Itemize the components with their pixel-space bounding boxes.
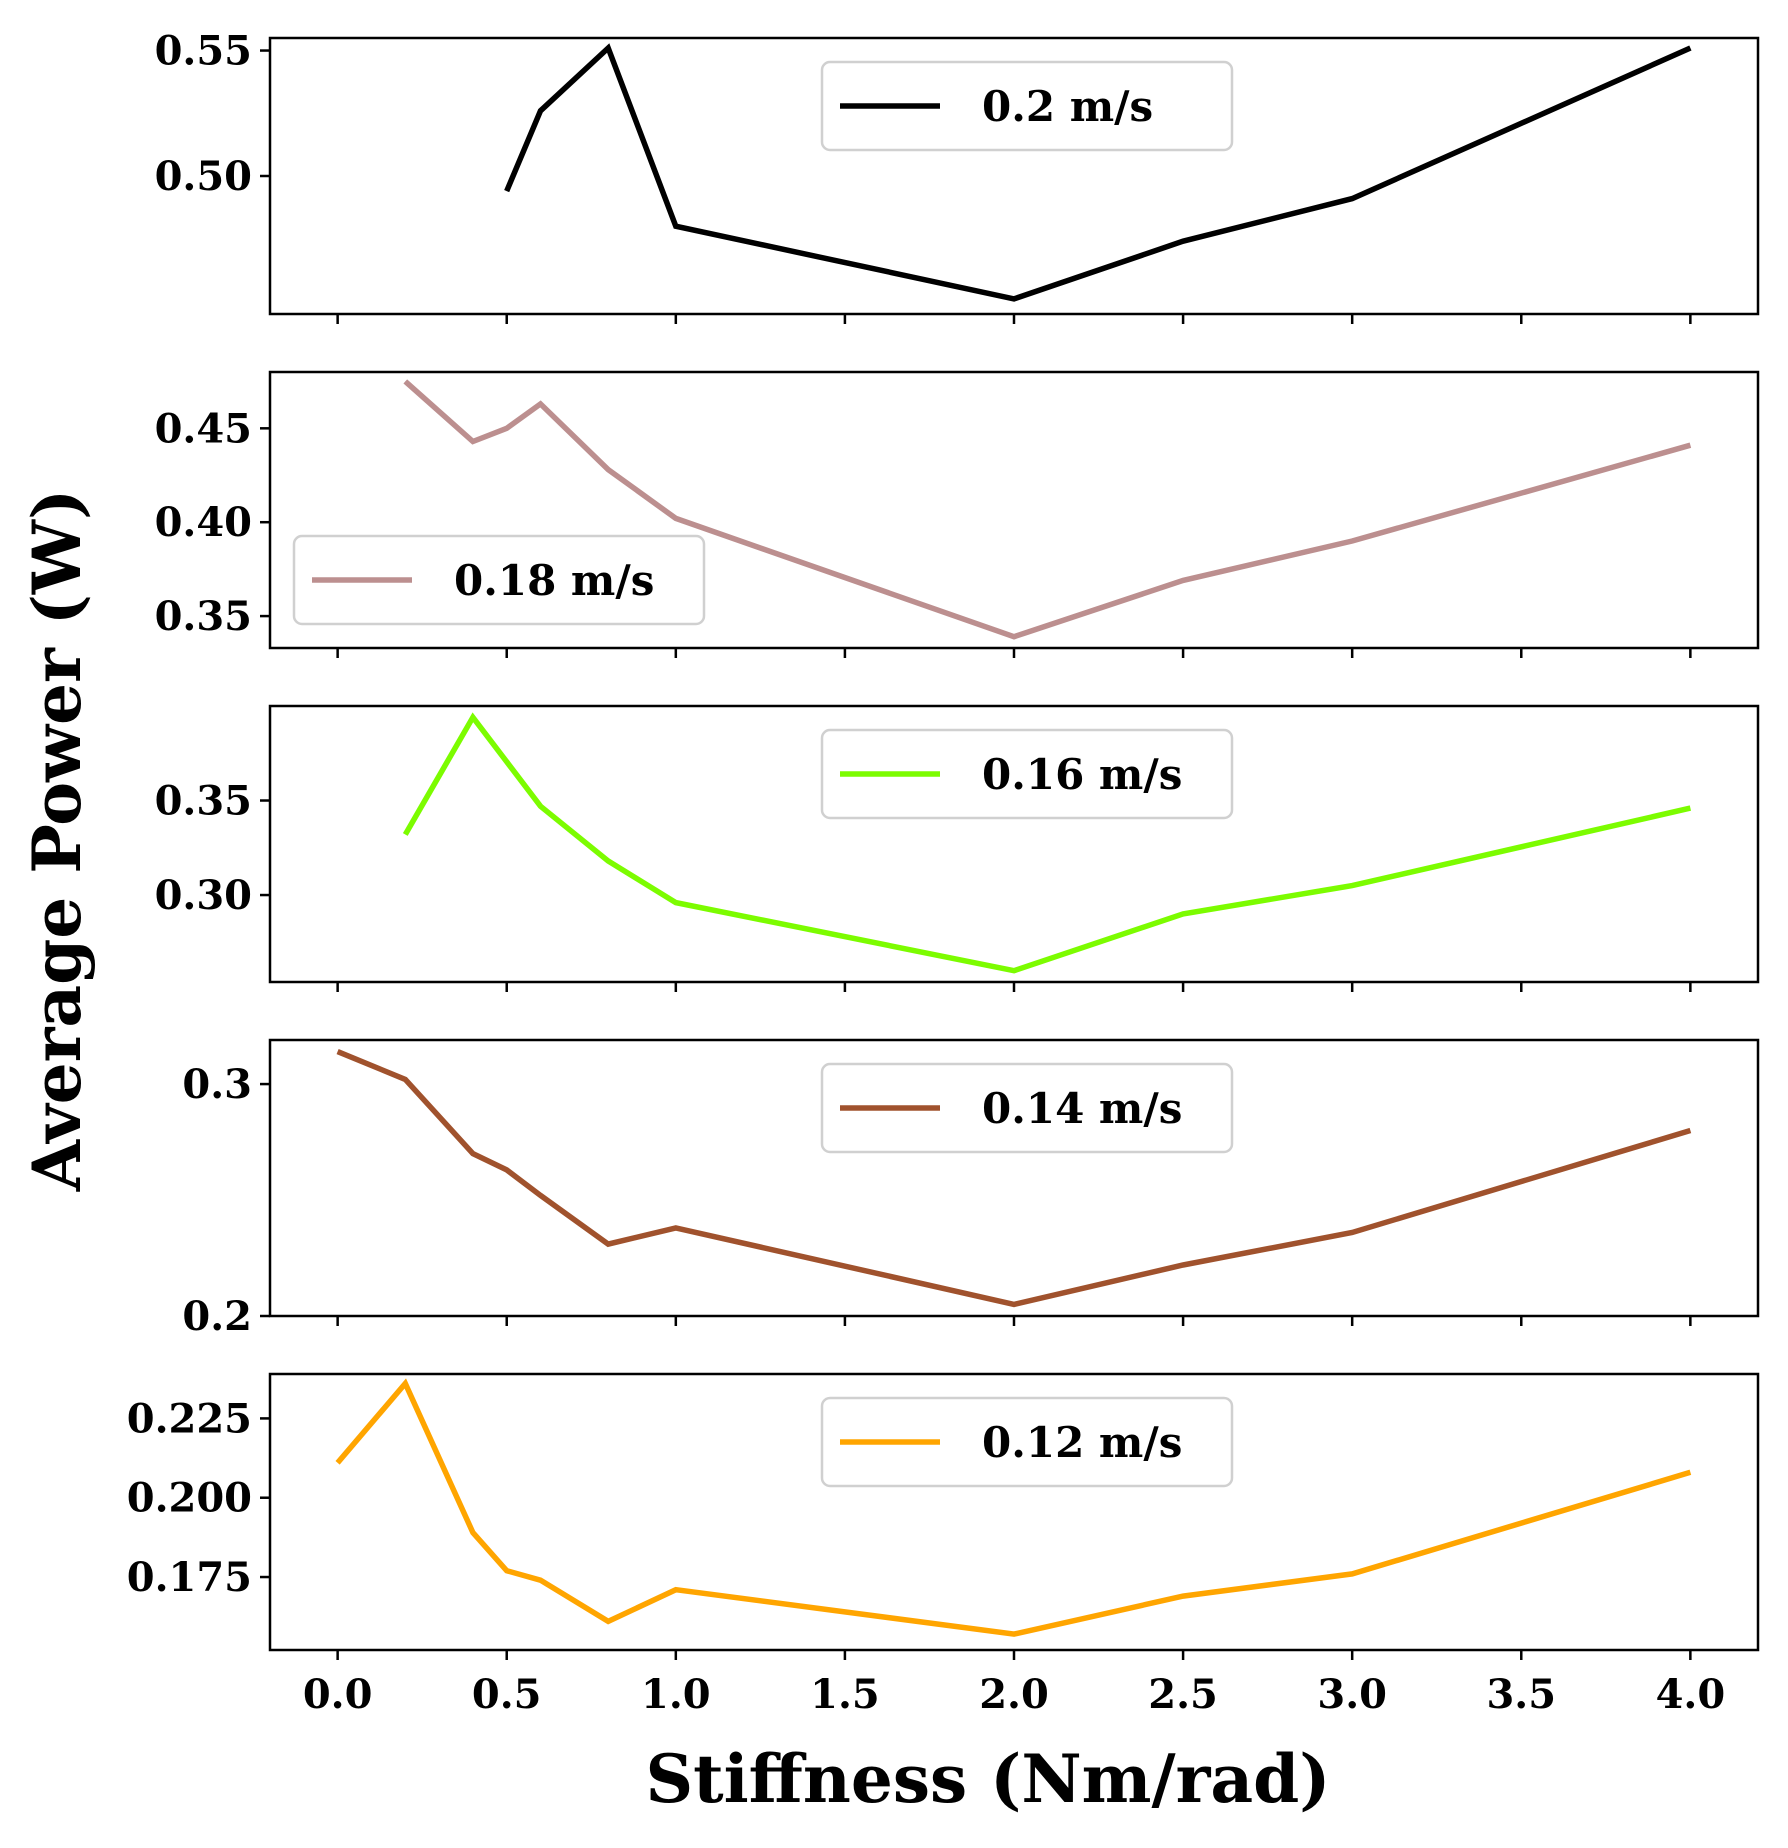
panel-1: 0.50 0.55 0.2 m/s [155,28,1760,324]
y-tick-label: 0.175 [127,1554,252,1601]
x-tick-label: 2.0 [979,1671,1049,1718]
y-tick-label: 0.30 [155,872,252,919]
y-tick-label: 0.2 [182,1293,252,1340]
legend-box [820,1062,1234,1154]
legend-label: 0.2 m/s [982,82,1153,131]
legend-box [820,60,1234,152]
legend: 0.18 m/s [292,534,706,626]
x-tick-label: 3.0 [1317,1671,1387,1718]
x-tick-label: 1.5 [810,1671,880,1718]
y-tick-label: 0.35 [155,593,252,640]
panel-4: 0.2 0.3 0.14 m/s [182,1038,1760,1340]
x-tick-label: 1.0 [641,1671,711,1718]
legend-label: 0.18 m/s [454,556,654,605]
y-tick-label: 0.45 [155,405,252,452]
panel-5: 0.175 0.200 0.225 0.0 0.5 1.0 1.5 2.0 2.5 3.0 3.5 4… [127,1372,1760,1718]
legend: 0.14 m/s [820,1062,1234,1154]
y-tick-label: 0.55 [155,28,252,75]
legend: 0.16 m/s [820,728,1234,820]
series-line [504,43,1692,302]
x-tick-label: 3.5 [1486,1671,1556,1718]
y-tick-label: 0.50 [155,153,252,200]
legend: 0.2 m/s [820,60,1234,152]
legend-label: 0.16 m/s [982,750,1182,799]
y-tick-label: 0.35 [155,778,252,825]
legend-label: 0.14 m/s [982,1084,1182,1133]
legend-box [820,728,1234,820]
panel-3: 0.30 0.35 0.16 m/s [155,704,1760,992]
y-tick-label: 0.200 [127,1475,252,1522]
legend-label: 0.12 m/s [982,1418,1182,1467]
x-tick-label: 2.5 [1148,1671,1218,1718]
y-tick-label: 0.3 [182,1061,252,1108]
legend-box [292,534,706,626]
y-tick-label: 0.40 [155,499,252,546]
panel-2: 0.35 0.40 0.45 0.18 m/s [155,370,1760,658]
y-tick-label: 0.225 [127,1395,252,1442]
x-tick-label: 0.5 [472,1671,542,1718]
series-line [403,379,1692,640]
x-tick-label: 0.0 [303,1671,373,1718]
x-tick-label: 4.0 [1656,1671,1726,1718]
legend-box [820,1396,1234,1488]
x-axis-title: Stiffness (Nm/rad) [645,1740,1330,1818]
y-axis-title: Average Power (W) [18,489,96,1193]
legend: 0.12 m/s [820,1396,1234,1488]
